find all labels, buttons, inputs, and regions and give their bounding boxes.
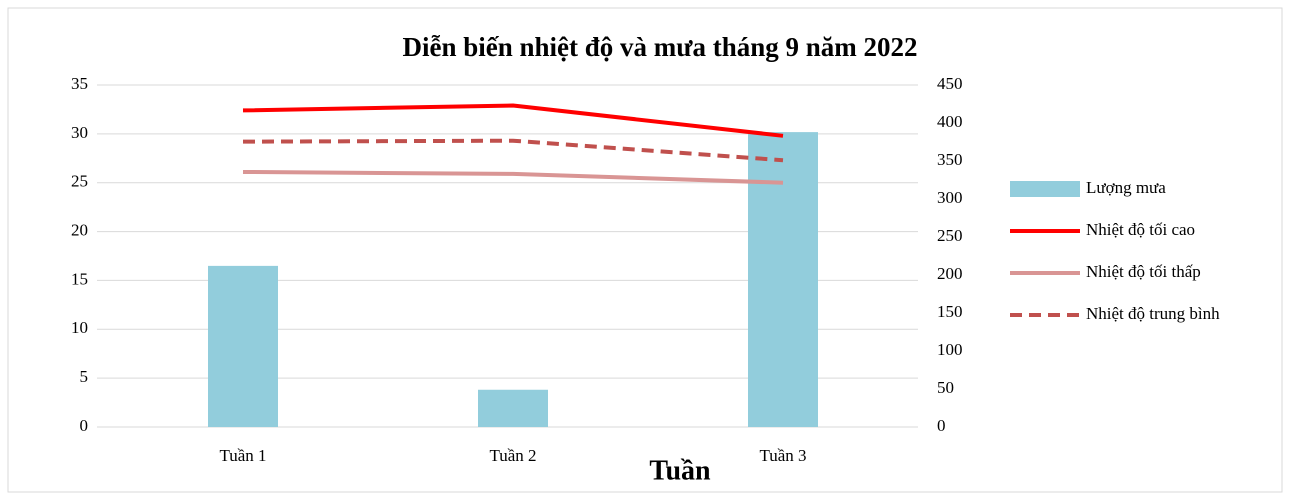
chart-border (7, 7, 1283, 493)
y-tick-label: 25 (71, 172, 88, 191)
x-tick-label: Tuần 3 (759, 446, 806, 465)
y2-tick-label: 300 (937, 188, 963, 207)
y2-tick-label: 100 (937, 340, 963, 359)
bar (478, 389, 548, 427)
y-tick-label: 15 (71, 269, 88, 288)
y2-tick-label: 150 (937, 302, 963, 321)
bar (208, 265, 278, 427)
x-tick-label: Tuần 2 (489, 446, 536, 465)
chart-title: Diễn biến nhiệt độ và mưa tháng 9 năm 20… (402, 32, 917, 62)
legend-label: Nhiệt độ tối thấp (1086, 262, 1201, 281)
y-tick-label: 0 (80, 416, 89, 435)
legend-label: Nhiệt độ tối cao (1086, 220, 1195, 239)
bar (748, 132, 818, 427)
y2-tick-label: 50 (937, 378, 954, 397)
y-tick-label: 30 (71, 123, 88, 142)
y-tick-label: 5 (80, 367, 89, 386)
line-series (242, 138, 784, 163)
legend-label: Lượng mưa (1086, 178, 1166, 197)
line-series (242, 169, 784, 185)
y-tick-label: 35 (71, 74, 88, 93)
y2-tick-label: 200 (937, 264, 963, 283)
y-tick-label: 20 (71, 220, 88, 239)
legend-label: Nhiệt độ trung bình (1086, 304, 1220, 323)
x-axis-title: Tuần (649, 455, 711, 486)
y2-tick-label: 0 (937, 416, 946, 435)
y2-tick-label: 450 (937, 74, 963, 93)
x-tick-label: Tuần 1 (219, 446, 266, 465)
y2-tick-label: 250 (937, 226, 963, 245)
y-tick-label: 10 (71, 318, 88, 337)
y2-tick-label: 400 (937, 112, 963, 131)
line-series (242, 103, 784, 138)
y2-tick-label: 350 (937, 150, 963, 169)
legend-swatch (1010, 181, 1080, 197)
